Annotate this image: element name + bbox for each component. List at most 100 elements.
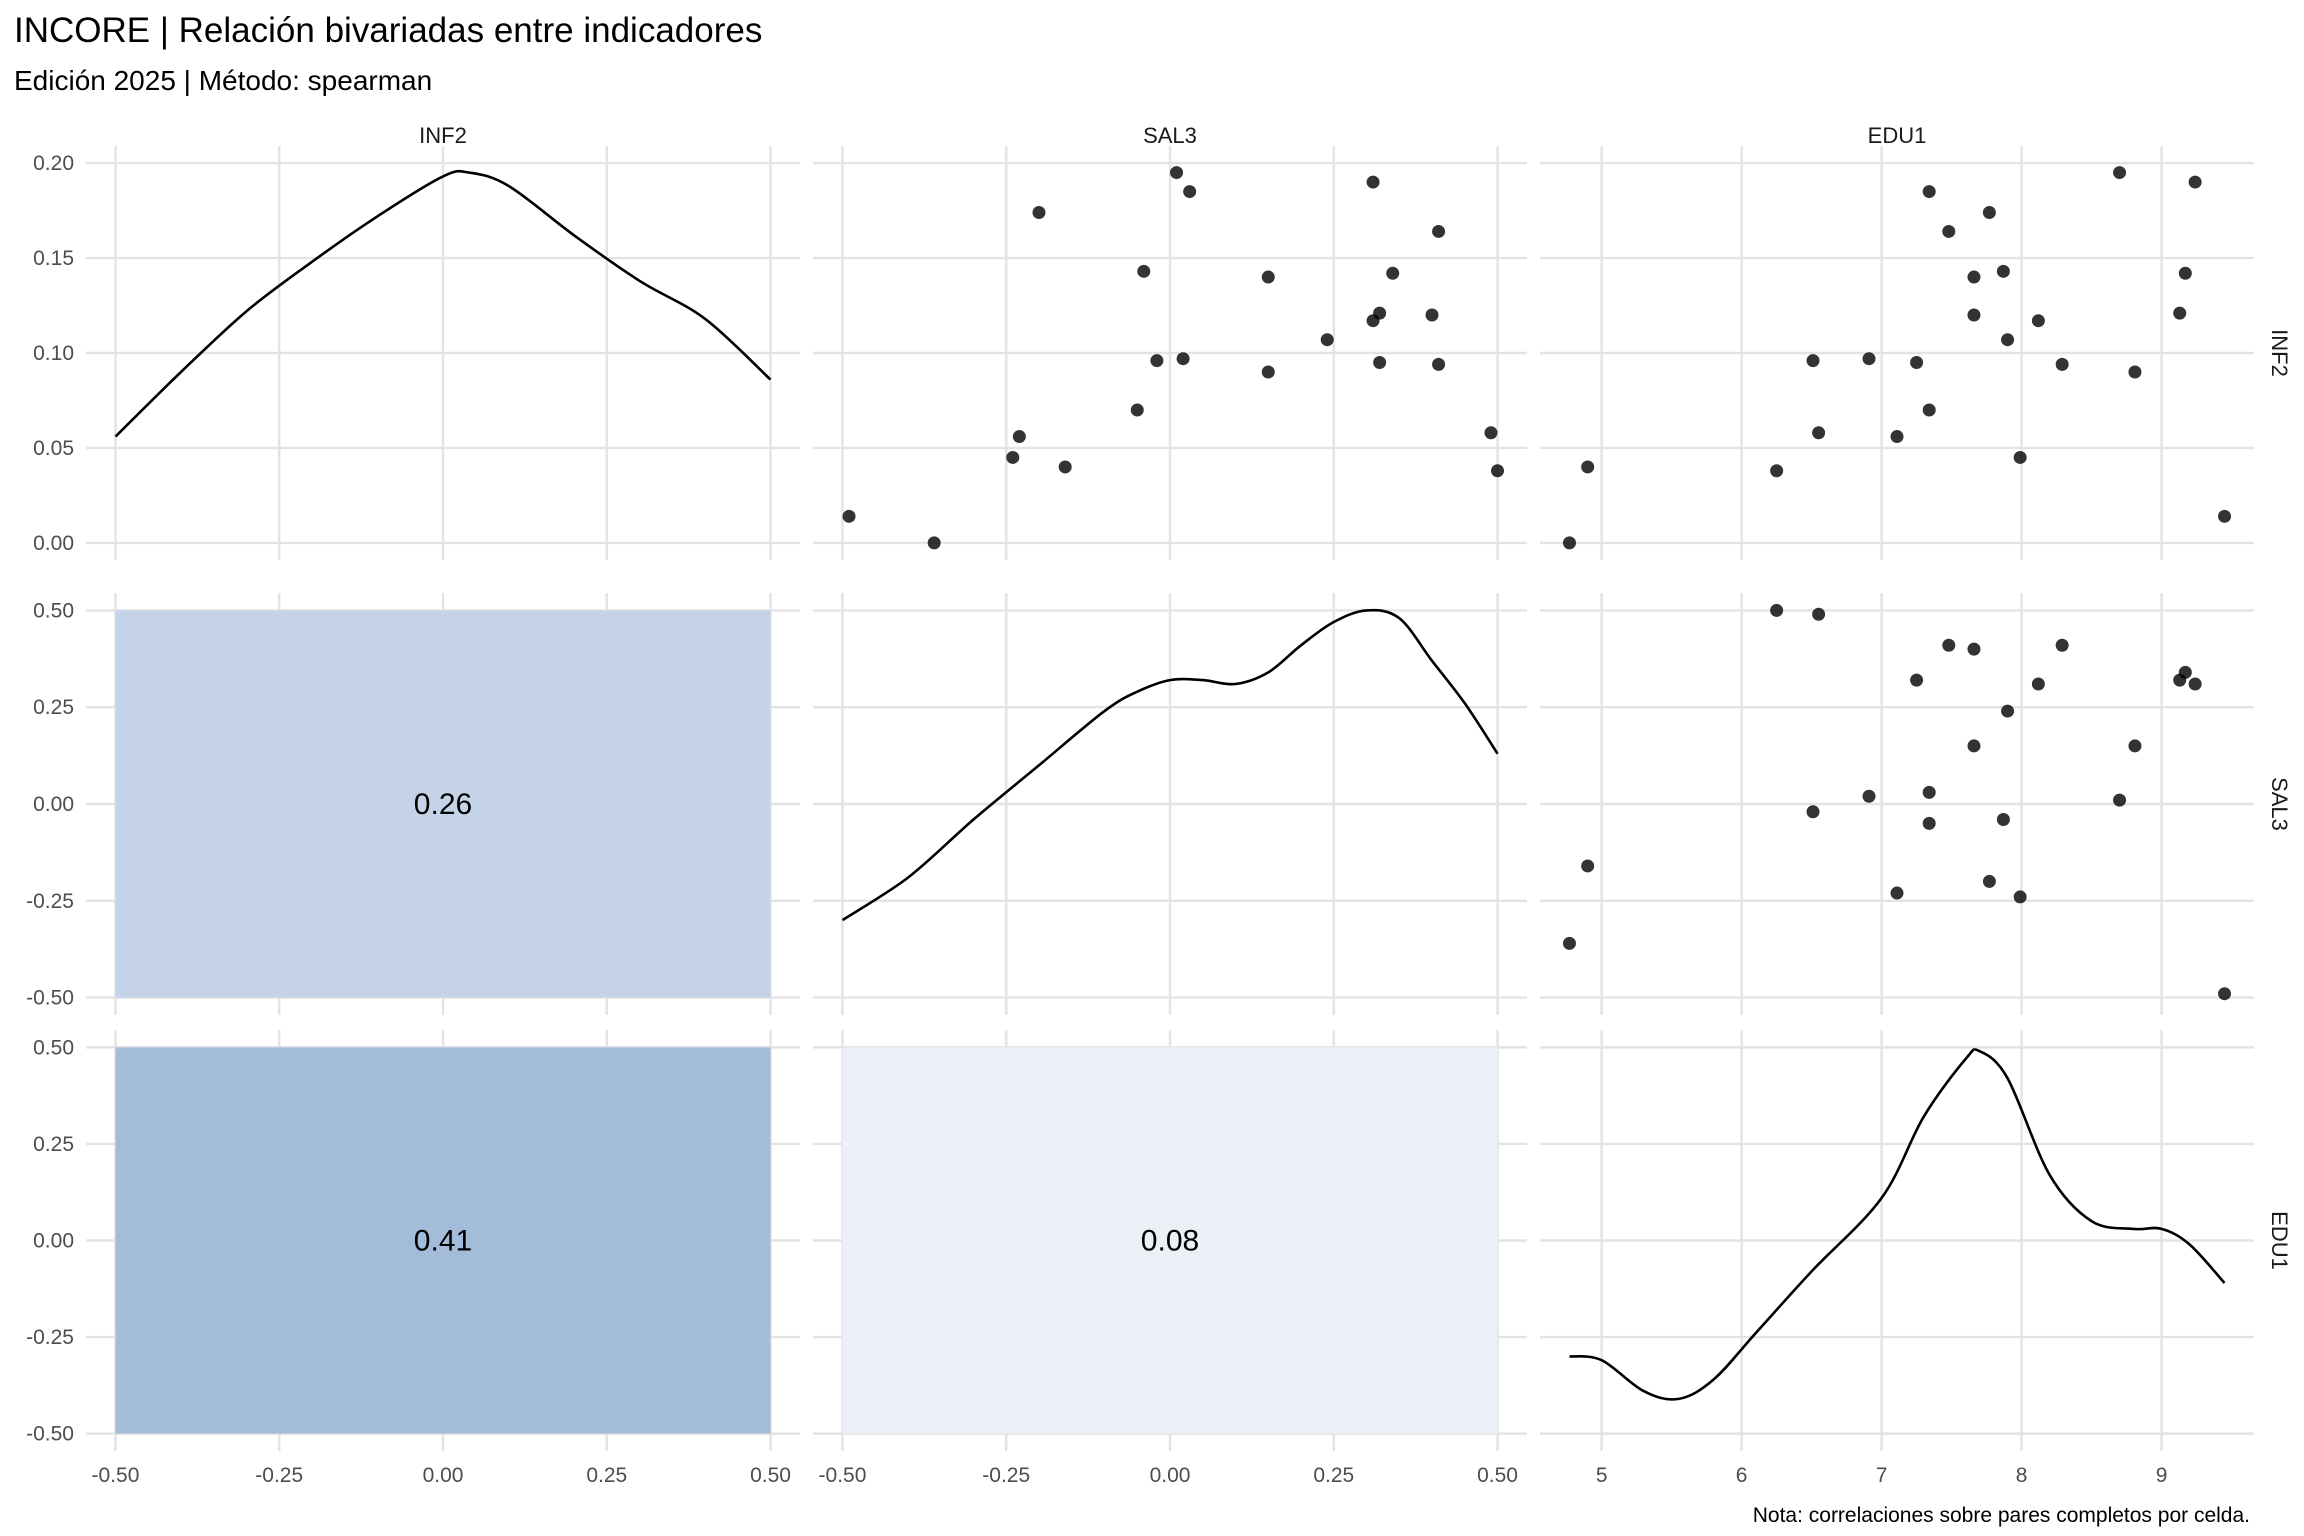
x-tick-label: -0.50 bbox=[92, 1464, 140, 1487]
panel-grid: INF2 SAL3 EDU1 INF2 SAL3 EDU1 0.26 0.41 0.08 0.00… bbox=[26, 123, 2292, 1487]
panel-inf2-edu1 bbox=[1540, 146, 2254, 560]
y-tick-label: -0.50 bbox=[26, 987, 74, 1010]
x-tick-label: 0.50 bbox=[750, 1464, 791, 1487]
scatter-point bbox=[1032, 205, 1046, 219]
scatter-point bbox=[1967, 270, 1981, 284]
scatter-point bbox=[1373, 306, 1387, 320]
x-tick-label: -0.25 bbox=[255, 1464, 303, 1487]
x-tick-label: 0.25 bbox=[586, 1464, 627, 1487]
y-tick-label: -0.25 bbox=[26, 890, 74, 913]
scatter-point bbox=[1862, 352, 1876, 366]
panel-sal3-inf2: 0.26 bbox=[86, 593, 800, 1015]
x-tick-label: -0.25 bbox=[982, 1464, 1030, 1487]
scatter-point bbox=[2055, 357, 2069, 371]
scatter-point bbox=[2031, 314, 2045, 328]
scatter-point bbox=[1996, 812, 2010, 826]
scatter-point bbox=[2113, 166, 2127, 180]
y-tick-label: 0.10 bbox=[33, 342, 74, 365]
scatter-point bbox=[927, 536, 941, 550]
scatter-point bbox=[1432, 224, 1446, 238]
correlation-tile bbox=[115, 1047, 771, 1434]
panel-edu1-edu1 bbox=[1540, 1030, 2254, 1451]
scatter-point bbox=[2188, 175, 2202, 189]
scatter-point bbox=[2173, 306, 2187, 320]
panel-inf2-sal3 bbox=[813, 146, 1527, 560]
scatter-point bbox=[2001, 333, 2015, 347]
scatter-point bbox=[1491, 464, 1505, 478]
scatter-point bbox=[1967, 308, 1981, 322]
correlation-label: 0.08 bbox=[1141, 1225, 1199, 1258]
scatter-point bbox=[2178, 665, 2192, 679]
scatter-point bbox=[1910, 673, 1924, 687]
y-tick-label: 0.00 bbox=[33, 532, 74, 555]
scatter-point bbox=[1183, 185, 1197, 199]
strip-label-row-sal3: SAL3 bbox=[2267, 777, 2292, 831]
scatter-point bbox=[1862, 789, 1876, 803]
scatter-point bbox=[1012, 430, 1026, 444]
scatter-point bbox=[2128, 365, 2142, 379]
scatter-point bbox=[1982, 205, 1996, 219]
density-curve-edu1 bbox=[1569, 1048, 2226, 1401]
strip-label-row-edu1: EDU1 bbox=[2267, 1211, 2292, 1270]
strip-label-col-sal3: SAL3 bbox=[1143, 123, 1197, 148]
scatter-point bbox=[1562, 536, 1576, 550]
scatter-point bbox=[1176, 352, 1190, 366]
y-tick-label: 0.25 bbox=[33, 1133, 74, 1156]
scatter-point bbox=[1484, 426, 1498, 440]
chart-title: INCORE | Relación bivariadas entre indic… bbox=[14, 11, 762, 50]
scatter-point bbox=[1922, 816, 1936, 830]
scatter-point bbox=[1942, 224, 1956, 238]
scatter-point bbox=[1770, 603, 1784, 617]
scatter-point bbox=[2001, 704, 2015, 718]
scatter-point bbox=[1922, 785, 1936, 799]
scatter-point bbox=[1890, 430, 1904, 444]
scatter-point bbox=[1058, 460, 1072, 474]
scatter-point bbox=[2128, 739, 2142, 753]
scatter-point bbox=[1996, 264, 2010, 278]
y-tick-label: 0.25 bbox=[33, 696, 74, 719]
y-tick-label: 0.20 bbox=[33, 152, 74, 175]
correlation-label: 0.26 bbox=[414, 788, 472, 821]
scatter-point bbox=[2013, 450, 2027, 464]
x-tick-label: 0.50 bbox=[1477, 1464, 1518, 1487]
x-tick-label: 5 bbox=[1596, 1464, 1608, 1487]
scatter-point bbox=[1261, 270, 1275, 284]
scatter-point bbox=[1170, 166, 1184, 180]
scatter-point bbox=[1812, 426, 1826, 440]
x-tick-label: 6 bbox=[1736, 1464, 1748, 1487]
x-tick-label: 7 bbox=[1876, 1464, 1888, 1487]
scatter-point bbox=[2031, 677, 2045, 691]
y-tick-label: 0.50 bbox=[33, 1036, 74, 1059]
scatter-point bbox=[2013, 890, 2027, 904]
scatter-point bbox=[1890, 886, 1904, 900]
strip-label-row-inf2: INF2 bbox=[2267, 329, 2292, 377]
scatter-point bbox=[1320, 333, 1334, 347]
scatter-point bbox=[1137, 264, 1151, 278]
scatter-point bbox=[1006, 450, 1020, 464]
scatter-point bbox=[1261, 365, 1275, 379]
y-tick-label: 0.05 bbox=[33, 437, 74, 460]
scatter-point bbox=[1982, 874, 1996, 888]
scatter-point bbox=[1432, 357, 1446, 371]
density-curve-sal3 bbox=[841, 608, 1499, 922]
density-curve-inf2 bbox=[114, 169, 772, 438]
y-tick-label: -0.25 bbox=[26, 1326, 74, 1349]
scatter-point bbox=[1922, 403, 1936, 417]
scatter-point bbox=[1373, 355, 1387, 369]
chart-caption: Nota: correlaciones sobre pares completo… bbox=[1753, 1504, 2250, 1527]
y-tick-label: 0.15 bbox=[33, 247, 74, 270]
scatter-point bbox=[2055, 638, 2069, 652]
panel-edu1-inf2: 0.41 bbox=[86, 1030, 800, 1451]
scatter-point bbox=[2178, 266, 2192, 280]
strip-label-col-inf2: INF2 bbox=[419, 123, 467, 148]
scatter-point bbox=[1386, 266, 1400, 280]
correlation-label: 0.41 bbox=[414, 1225, 472, 1258]
scatter-point bbox=[2113, 793, 2127, 807]
chart-subtitle: Edición 2025 | Método: spearman bbox=[14, 65, 432, 96]
scatter-point bbox=[1942, 638, 1956, 652]
x-tick-label: 0.00 bbox=[423, 1464, 464, 1487]
scatter-point bbox=[1562, 936, 1576, 950]
strip-label-col-edu1: EDU1 bbox=[1868, 123, 1927, 148]
scatter-point bbox=[2218, 509, 2232, 523]
